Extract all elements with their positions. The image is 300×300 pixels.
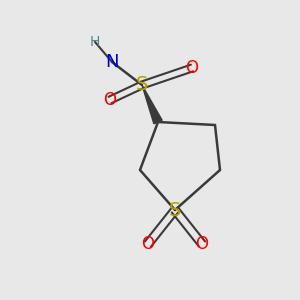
Text: S: S [169, 200, 181, 220]
Text: O: O [142, 235, 154, 253]
Text: O: O [196, 235, 208, 253]
Polygon shape [142, 85, 162, 124]
Text: O: O [103, 91, 116, 109]
Text: O: O [185, 59, 199, 77]
Text: H: H [90, 35, 100, 49]
Text: N: N [105, 53, 119, 71]
Text: S: S [136, 76, 148, 94]
